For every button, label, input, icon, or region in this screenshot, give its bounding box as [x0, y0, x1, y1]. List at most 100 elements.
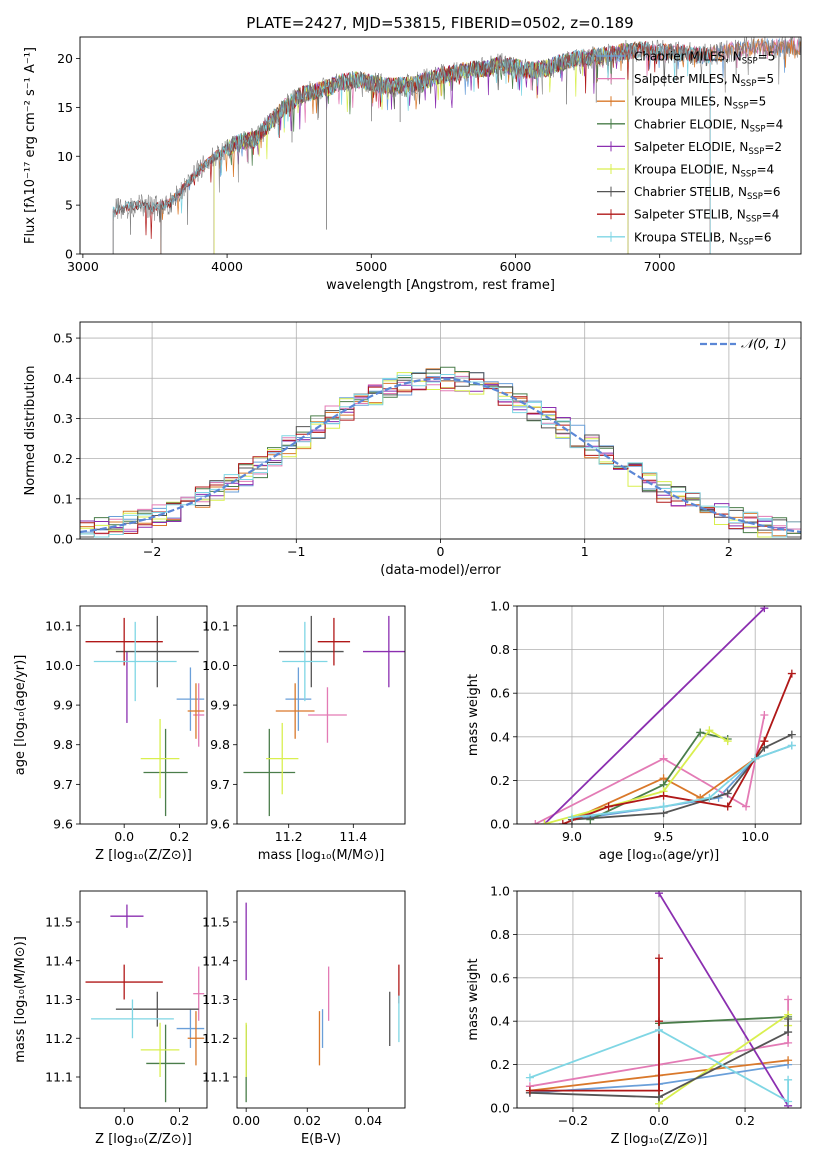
x-tick-label-0: −0.2: [558, 1113, 588, 1128]
y-tick-label-2: 11.3: [202, 992, 230, 1007]
y-tick-label-2: 0.4: [490, 729, 510, 744]
weight-salpeter-miles-marker-3: [784, 995, 793, 1004]
legend-label-6: Chabrier STELIB, NSSP=6: [634, 185, 781, 202]
y-axis-label-0: Flux [fλ10⁻¹⁷ erg cm⁻² s⁻¹ A⁻¹]: [23, 47, 38, 244]
x-tick-label-2: 5000: [355, 259, 387, 274]
x-tick-label-1: 0.2: [169, 1113, 189, 1128]
weight-lines-4: [531, 606, 796, 824]
ticks-6: 0.00 0.02 0.04 11.1 11.2 11.3 11.4 11.5: [202, 915, 382, 1129]
y-tick-label-0: 0.0: [490, 817, 510, 832]
weight-kroupa-miles-marker-2: [784, 1056, 793, 1065]
histogram-chabrier-stelib: [80, 369, 801, 538]
y-tick-label-2: 9.8: [53, 737, 73, 752]
errorbars-6: [245, 902, 400, 1103]
weight-salpeter-stelib-marker-0: [558, 820, 567, 824]
x-tick-label-2: 10.0: [741, 829, 769, 844]
weight-chabrier-stelib-marker-2: [784, 1028, 793, 1037]
y-tick-label-3: 9.9: [210, 698, 230, 713]
y-axis-label-1: Normed distribution: [23, 366, 38, 496]
legend-label-eq-1: =5: [756, 72, 774, 86]
weight-salpeter-elodie-line: [543, 607, 766, 824]
x-tick-label-1: −1: [287, 544, 305, 559]
x-tick-label-0: 11.2: [275, 829, 303, 844]
x-axis-label-6: E(B-V): [301, 1132, 341, 1147]
y-tick-label-4: 0.8: [490, 642, 510, 657]
errorbar-frame-6: [236, 890, 406, 1109]
x-tick-label-1: 4000: [211, 259, 243, 274]
legend-label-sub-5: SSP: [741, 170, 757, 180]
y-tick-label-4: 0.4: [53, 371, 73, 386]
y-tick-label-2: 10: [57, 149, 73, 164]
y-tick-label-4: 20: [57, 51, 73, 66]
ticks-1: −2 −1 0 1 2 0.0 0.1 0.2 0.3 0.4 0.5: [53, 331, 733, 559]
legend-label-sub-2: SSP: [733, 102, 749, 112]
x-tick-label-0: 0.00: [232, 1113, 260, 1128]
weight-salpeter-miles-marker-2: [784, 1038, 793, 1047]
weight-chabrier-stelib-line: [529, 1019, 789, 1099]
y-tick-label-3: 11.4: [202, 953, 230, 968]
y-tick-label-0: 0.0: [53, 532, 73, 547]
legend-label-sub-8: SSP: [738, 237, 754, 247]
weight-kroupa-stelib-marker-4: [787, 741, 796, 750]
weight-kroupa-miles-marker-2: [696, 793, 705, 802]
weight-salpeter-miles-marker-0: [531, 820, 540, 824]
legend-label-sub-4: SSP: [748, 147, 764, 157]
spectrum-chabrier-elodie: [213, 43, 629, 254]
ticks-3: 11.2 11.4 9.6 9.7 9.8 9.9 10.0 10.1: [202, 618, 367, 844]
weight-salpeter-elodie-line: [658, 892, 789, 1107]
y-tick-label-5: 10.1: [202, 618, 230, 633]
y-tick-label-0: 9.6: [53, 817, 73, 832]
spectrum-kroupa-stelib: [112, 41, 711, 254]
legend-label-sub-3: SSP: [750, 124, 766, 134]
weight-lines-7: [525, 891, 793, 1108]
legend-label-1: Salpeter MILES, NSSP=5: [634, 72, 774, 89]
weight-chabrier-stelib-marker-4: [787, 730, 796, 739]
legend-label-eq-0: =5: [758, 50, 776, 64]
spectrum-chabrier-stelib: [112, 41, 711, 254]
spectrum-lines: [112, 37, 801, 254]
y-axis-label-2: age [log₁₀(age/yr)]: [13, 655, 28, 776]
weight-kroupa-elodie-marker-3: [723, 737, 732, 746]
x-tick-label-4: 2: [725, 544, 733, 559]
legend-label-eq-7: =4: [762, 208, 780, 222]
legend-label-sub-7: SSP: [746, 215, 762, 225]
legend-label-2: Kroupa MILES, NSSP=5: [634, 95, 766, 112]
y-tick-label-2: 11.3: [45, 992, 73, 1007]
weight-salpeter-miles-marker-1: [659, 754, 668, 763]
errorbars-2: [85, 615, 205, 817]
y-tick-label-2: 0.2: [53, 451, 73, 466]
y-tick-label-0: 9.6: [210, 817, 230, 832]
y-tick-label-4: 0.8: [490, 927, 510, 942]
legend-label-text-7: Salpeter STELIB, N: [634, 208, 746, 222]
legend-label-eq-2: =5: [749, 95, 767, 109]
weight-frame-4: [516, 605, 802, 825]
legend-label-3: Chabrier ELODIE, NSSP=4: [634, 117, 783, 134]
y-tick-label-1: 9.7: [210, 777, 230, 792]
ticks-2: 0.0 0.2 9.6 9.7 9.8 9.9 10.0 10.1: [45, 618, 189, 844]
weight-salpeter-stelib-line: [529, 958, 660, 1092]
errorbar-frame-5: [79, 890, 208, 1109]
legend-label-text-2: Kroupa MILES, N: [634, 95, 733, 109]
x-tick-label-2: 0.04: [354, 1113, 382, 1128]
x-tick-label-3: 6000: [500, 259, 532, 274]
weight-salpeter-stelib-marker-0: [525, 1086, 534, 1095]
y-tick-label-5: 0.5: [53, 331, 73, 346]
weight-kroupa-stelib-marker-0: [567, 813, 576, 822]
spectrum-title: PLATE=2427, MJD=53815, FIBERID=0502, z=0…: [246, 14, 633, 32]
weight-kroupa-stelib-line: [529, 1028, 789, 1104]
y-tick-label-5: 1.0: [490, 884, 510, 899]
legend-label-eq-8: =6: [754, 230, 772, 244]
x-tick-label-1: 9.5: [654, 829, 674, 844]
legend-label-text-0: Chabrier MILES, N: [634, 50, 742, 64]
spectrum-salpeter-stelib: [112, 41, 711, 254]
y-tick-label-1: 0.2: [490, 773, 510, 788]
x-tick-label-1: 0.2: [169, 829, 189, 844]
spectrum-salpeter-elodie: [213, 42, 629, 254]
weight-kroupa-stelib-marker-0: [525, 1073, 534, 1082]
weight-salpeter-stelib-marker-1: [604, 802, 613, 811]
legend-label-sub-6: SSP: [747, 192, 763, 202]
weight-frame-7: [516, 890, 802, 1109]
weight-salpeter-stelib-marker-3: [655, 954, 663, 963]
x-axis-label-3: mass [log₁₀(M/M⊙)]: [258, 848, 385, 863]
